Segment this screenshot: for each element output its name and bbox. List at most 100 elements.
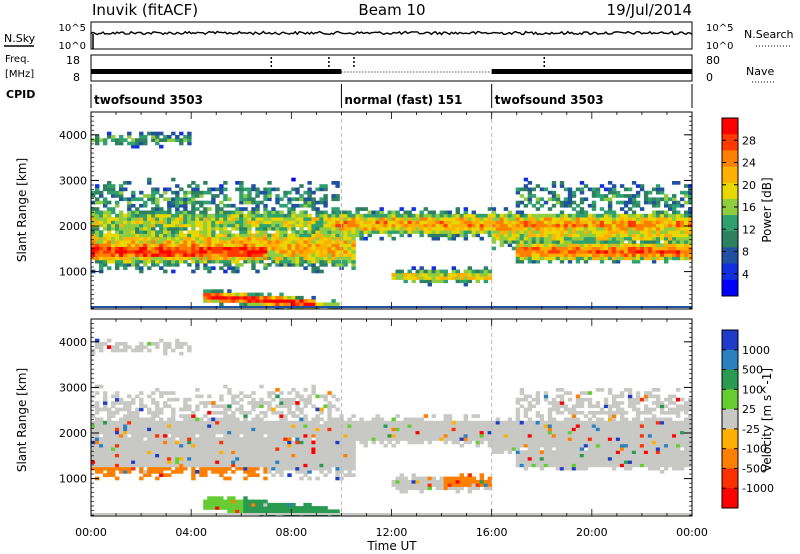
power-cell [207, 200, 212, 205]
power-cell [159, 138, 164, 142]
vel-cell [495, 420, 501, 425]
power-cell [680, 233, 685, 238]
vel-cell [155, 470, 160, 474]
power-cell [147, 236, 152, 241]
power-cell [547, 207, 553, 211]
vel-cell [347, 417, 352, 422]
vel-cell [539, 453, 545, 458]
vel-cell [163, 404, 168, 409]
power-cell [367, 213, 372, 218]
vel-cell [343, 443, 348, 448]
vel-cell [399, 430, 404, 435]
vel-cell [287, 453, 292, 458]
power-cell [279, 233, 284, 238]
vel-cell [379, 440, 384, 445]
vel-cell [279, 437, 284, 441]
vel-cell [195, 447, 200, 451]
power-cell [107, 210, 112, 215]
power-cell [559, 184, 565, 188]
power-cell [303, 217, 308, 221]
power-cell [319, 259, 324, 264]
vel-cell [563, 433, 569, 438]
power-cell [335, 233, 340, 238]
power-cell [363, 207, 368, 211]
vel-cell [491, 437, 497, 441]
vel-cell [127, 345, 132, 349]
vel-cell [279, 506, 284, 510]
vel-cell [411, 417, 416, 422]
vel-cell [395, 427, 400, 432]
power-cell [235, 220, 240, 225]
power-cell [247, 302, 252, 307]
vel-cell [267, 437, 272, 441]
vel-cell [231, 401, 236, 405]
vel-cell [307, 466, 312, 471]
power-cell [672, 236, 677, 241]
power-cell [547, 217, 553, 221]
power-cell [355, 226, 360, 231]
power-cell [471, 210, 476, 215]
vel-cell [219, 394, 224, 399]
power-cell [343, 223, 348, 228]
vel-cell [127, 427, 132, 432]
power-cell [195, 190, 200, 195]
power-cell [107, 249, 112, 254]
vel-cell [495, 430, 501, 435]
vel-cell [179, 443, 184, 448]
vel-cell [303, 424, 308, 428]
power-cell [507, 243, 513, 247]
vel-cell [231, 410, 236, 415]
power-cell [103, 197, 108, 202]
power-cell [631, 253, 637, 257]
vel-cell [303, 430, 308, 435]
power-cell [143, 213, 148, 218]
vel-cell [163, 345, 168, 349]
power-cell [95, 226, 100, 231]
power-cell [435, 269, 440, 274]
vel-cell [535, 437, 541, 441]
power-cell [131, 249, 136, 254]
power-cell [147, 256, 152, 261]
vel-cell [223, 420, 228, 425]
vel-cell [191, 417, 196, 422]
vel-cell [175, 338, 180, 343]
power-cell [623, 203, 629, 208]
power-cell [215, 240, 220, 244]
power-cell [127, 249, 132, 254]
vel-cell [235, 407, 240, 412]
power-cell [655, 217, 661, 221]
vel-cell [323, 443, 328, 448]
power-cell [567, 190, 573, 195]
vel-cell [251, 433, 256, 438]
power-cell [423, 207, 428, 211]
power-cell [487, 276, 493, 280]
vel-cell [347, 443, 352, 448]
power-cell [331, 207, 336, 211]
power-cell [267, 181, 272, 185]
vel-cell [167, 440, 172, 445]
power-cell [207, 249, 212, 254]
vel-cell [343, 424, 348, 428]
vel-cell [243, 476, 248, 481]
vel-cell [243, 433, 248, 438]
vel-cell [491, 420, 497, 425]
vel-cell [411, 420, 416, 425]
power-cell [603, 236, 609, 241]
power-cell [183, 256, 188, 261]
power-cell [251, 240, 256, 244]
power-cell [435, 230, 440, 234]
power-cell [151, 197, 156, 202]
power-cell [227, 210, 232, 215]
vel-cell [203, 506, 208, 510]
power-cell [147, 253, 152, 257]
power-cell [323, 253, 328, 257]
power-cell [655, 190, 661, 195]
power-cell [295, 217, 300, 221]
power-cell [403, 279, 408, 284]
vel-cell [251, 417, 256, 422]
power-cell [571, 240, 577, 244]
power-cell [159, 236, 164, 241]
power-cell [159, 207, 164, 211]
vel-cell [203, 440, 208, 445]
vel-cell [315, 414, 320, 418]
